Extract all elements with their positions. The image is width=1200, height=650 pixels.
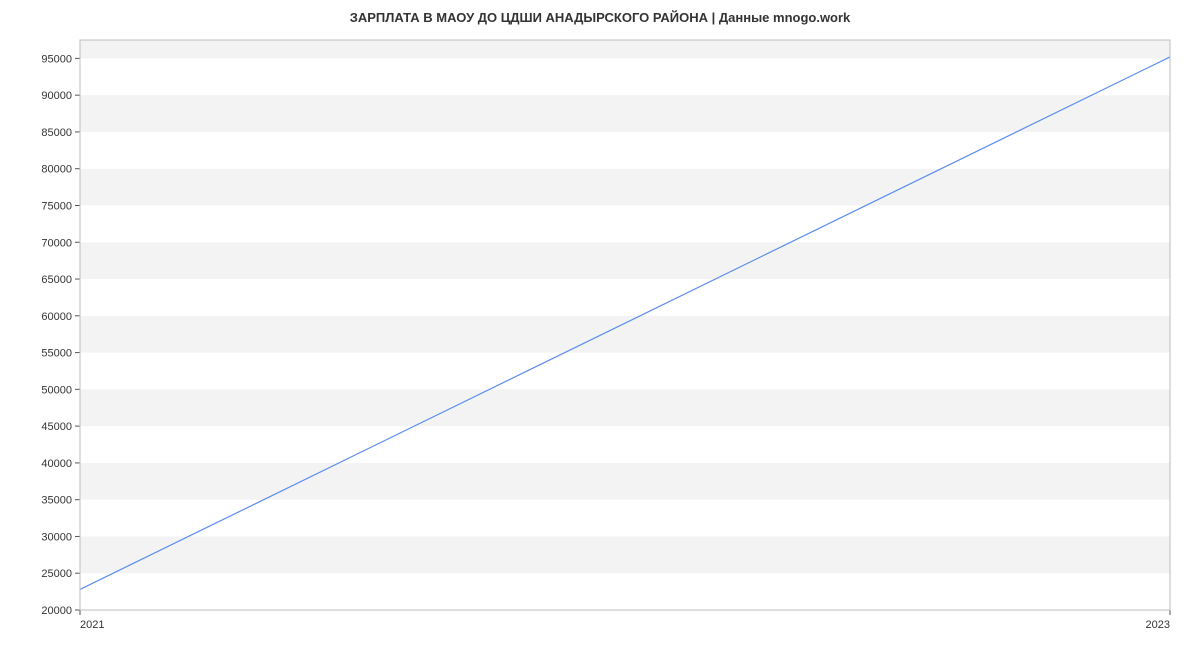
y-tick-label: 75000 <box>41 200 72 212</box>
y-tick-label: 50000 <box>41 384 72 396</box>
y-tick-label: 40000 <box>41 458 72 470</box>
y-tick-label: 70000 <box>41 237 72 249</box>
y-tick-label: 30000 <box>41 531 72 543</box>
y-tick-label: 25000 <box>41 568 72 580</box>
x-tick-label: 2021 <box>80 619 104 631</box>
plot-band <box>80 242 1170 279</box>
y-tick-label: 65000 <box>41 274 72 286</box>
y-tick-label: 60000 <box>41 311 72 323</box>
plot-band <box>80 205 1170 242</box>
salary-line-chart: ЗАРПЛАТА В МАОУ ДО ЦДШИ АНАДЫРСКОГО РАЙО… <box>0 0 1200 650</box>
plot-band <box>80 353 1170 390</box>
y-tick-label: 85000 <box>41 127 72 139</box>
plot-band <box>80 573 1170 610</box>
plot-band <box>80 169 1170 206</box>
y-tick-label: 90000 <box>41 90 72 102</box>
x-axis: 2021 2023 <box>80 610 1170 631</box>
y-tick-label: 35000 <box>41 495 72 507</box>
plot-band <box>80 426 1170 463</box>
plot-band <box>80 463 1170 500</box>
plot-band <box>80 316 1170 353</box>
plot-bands <box>80 40 1170 610</box>
plot-band <box>80 95 1170 132</box>
y-axis: 20000 25000 30000 35000 40000 45000 50000 55000… <box>41 53 80 617</box>
plot-band <box>80 40 1170 58</box>
plot-band <box>80 279 1170 316</box>
chart-title: ЗАРПЛАТА В МАОУ ДО ЦДШИ АНАДЫРСКОГО РАЙО… <box>0 10 1200 25</box>
plot-band <box>80 536 1170 573</box>
plot-band <box>80 389 1170 426</box>
y-tick-label: 80000 <box>41 164 72 176</box>
y-tick-label: 20000 <box>41 605 72 617</box>
plot-band <box>80 58 1170 95</box>
chart-svg: 20000 25000 30000 35000 40000 45000 50000 55000… <box>0 0 1200 650</box>
x-tick-label: 2023 <box>1146 619 1170 631</box>
y-tick-label: 45000 <box>41 421 72 433</box>
plot-band <box>80 500 1170 537</box>
y-tick-label: 95000 <box>41 53 72 65</box>
y-tick-label: 55000 <box>41 348 72 360</box>
